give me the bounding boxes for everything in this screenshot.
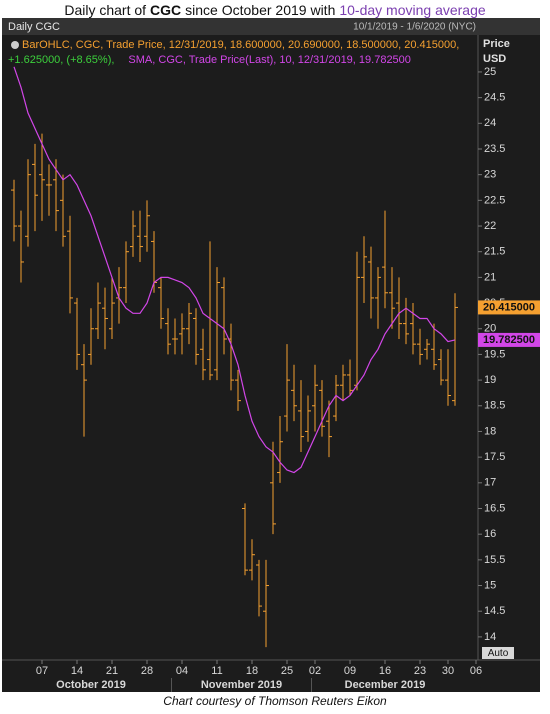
month-label: October 2019 (56, 679, 126, 691)
y-tick-label: 20 (484, 323, 496, 335)
x-tick-label: 23 (414, 665, 426, 677)
y-tick-label: 14.5 (484, 605, 505, 617)
y-tick-label: 24.5 (484, 92, 505, 104)
y-tick-label: 15.5 (484, 554, 505, 566)
last-value-label: 20.415000 (483, 301, 535, 313)
y-tick-label: 22 (484, 220, 496, 232)
chart-title: Daily chart of CGC since October 2019 with… (64, 2, 486, 18)
y-tick-label: 17.5 (484, 451, 505, 463)
month-label: December 2019 (345, 679, 426, 691)
y-tick-label: 16.5 (484, 502, 505, 514)
x-tick-label: 02 (309, 665, 321, 677)
sma-line (13, 66, 456, 474)
y-tick-label: 17 (484, 477, 496, 489)
legend-change: +1.625000, (+8.65%), (8, 54, 114, 66)
header-bar (2, 18, 540, 35)
chart-panel (2, 18, 540, 692)
y-axis-title: USD (483, 53, 506, 65)
chart-header: Daily CGC (8, 21, 60, 33)
y-tick-label: 19.5 (484, 348, 505, 360)
y-tick-label: 18.5 (484, 400, 505, 412)
y-axis-title: Price (483, 38, 510, 50)
x-tick-label: 21 (106, 665, 118, 677)
y-tick-label: 23.5 (484, 143, 505, 155)
x-tick-label: 18 (246, 665, 258, 677)
legend-text: SMA, CGC, Trade Price(Last), 10, 12/31/2… (128, 54, 411, 66)
legend-text: BarOHLC, CGC, Trade Price, 12/31/2019, 1… (22, 39, 459, 51)
month-label: November 2019 (201, 679, 282, 691)
y-tick-label: 23 (484, 169, 496, 181)
y-tick-label: 25 (484, 66, 496, 78)
auto-button-label[interactable]: Auto (488, 648, 509, 659)
last-value-box (478, 332, 540, 347)
caption: Chart courtesy of Thomson Reuters Eikon (163, 694, 387, 708)
y-tick-label: 24 (484, 117, 496, 129)
legend-entry: BarOHLC, CGC, Trade Price, 12/31/2019, 1… (22, 39, 459, 51)
x-tick-label: 30 (442, 665, 454, 677)
y-tick-label: 21.5 (484, 246, 505, 258)
title-part: CGC (150, 2, 181, 18)
last-value-label: 19.782500 (483, 334, 535, 346)
y-tick-label: 18 (484, 425, 496, 437)
x-tick-label: 11 (211, 665, 222, 677)
title-part: 10-day moving average (339, 2, 486, 18)
y-tick-label: 22.5 (484, 194, 505, 206)
y-tick-label: 16 (484, 528, 496, 540)
x-tick-label: 14 (71, 665, 83, 677)
x-tick-label: 06 (470, 665, 482, 677)
auto-button[interactable] (482, 647, 514, 659)
x-tick-label: 25 (281, 665, 293, 677)
legend-icon (11, 41, 19, 49)
x-tick-label: 04 (176, 665, 188, 677)
title-part: since October 2019 with (185, 2, 335, 18)
y-tick-label: 21 (484, 271, 496, 283)
x-tick-label: 28 (141, 665, 153, 677)
last-value-box (478, 300, 540, 315)
x-tick-label: 09 (344, 665, 356, 677)
legend-entry: +1.625000, (+8.65%), SMA, CGC, Trade Pric… (8, 54, 411, 66)
title-part: Daily chart of (64, 2, 146, 18)
date-range: 10/1/2019 - 1/6/2020 (NYC) (353, 22, 476, 33)
x-tick-label: 16 (379, 665, 391, 677)
x-tick-label: 07 (36, 665, 48, 677)
y-tick-label: 15 (484, 579, 496, 591)
y-tick-label: 14 (484, 631, 496, 643)
y-tick-label: 19 (484, 374, 496, 386)
